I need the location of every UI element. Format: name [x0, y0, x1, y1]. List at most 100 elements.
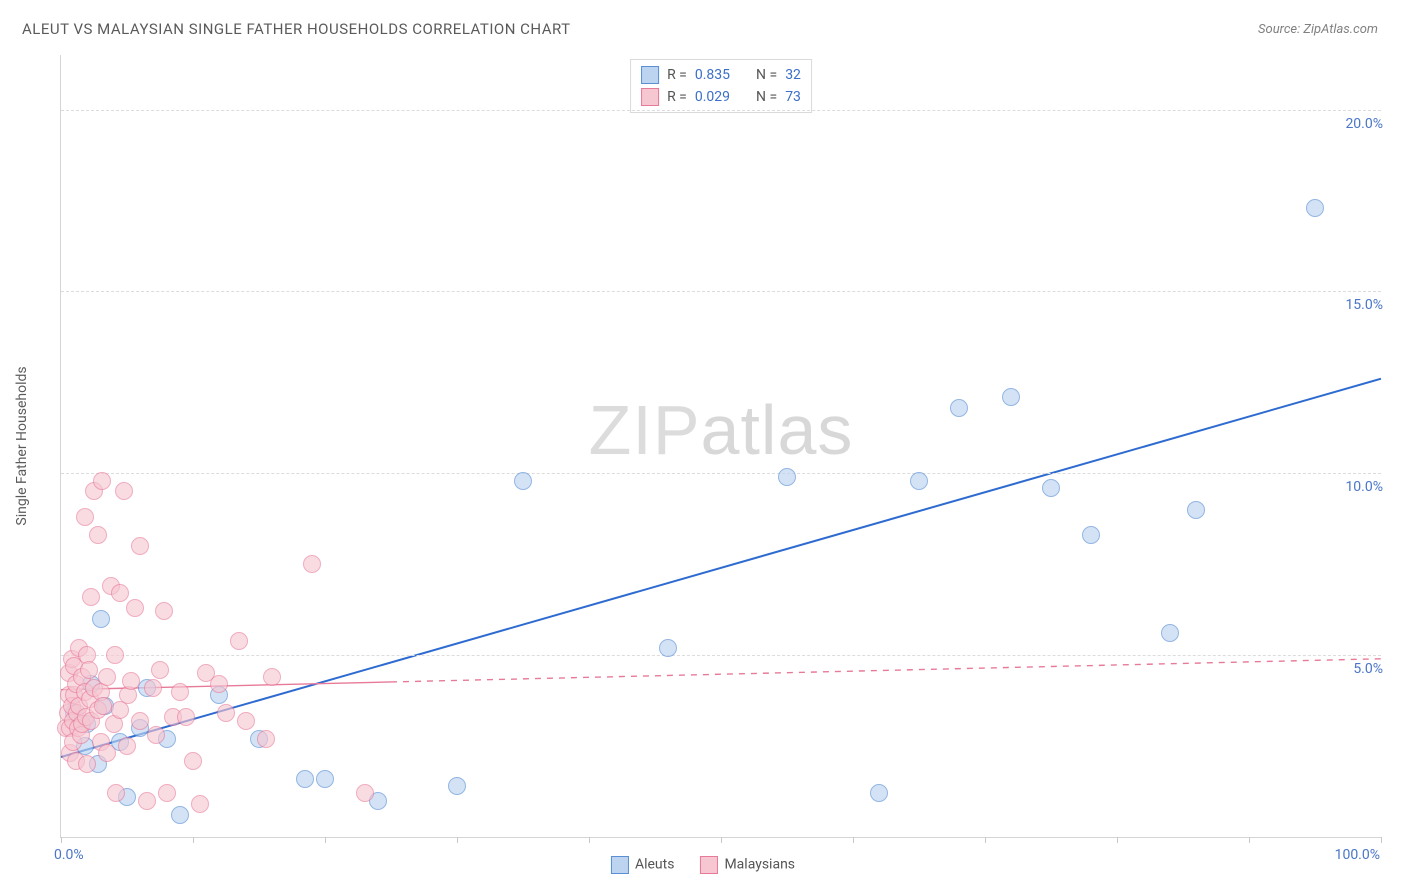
- malaysian-point: [177, 708, 195, 726]
- x-tick: [61, 837, 62, 843]
- legend: Aleuts Malaysians: [611, 856, 795, 874]
- x-tick: [589, 837, 590, 843]
- x-tick: [1381, 837, 1382, 843]
- x-tick: [193, 837, 194, 843]
- malaysian-point: [122, 672, 140, 690]
- gridline: [61, 110, 1381, 111]
- watermark: ZIPatlas: [589, 390, 854, 470]
- malaysian-point: [237, 712, 255, 730]
- malaysian-point: [257, 730, 275, 748]
- watermark-thin: atlas: [701, 391, 854, 469]
- malaysian-point: [118, 737, 136, 755]
- malaysian-point: [111, 584, 129, 602]
- y-tick-label: 15.0%: [1341, 297, 1383, 313]
- legend-swatch: [611, 856, 629, 874]
- stat-r-value: 0.835: [695, 67, 730, 83]
- correlation-stats-box: R = 0.835 N = 32 R = 0.029 N = 73: [630, 59, 812, 113]
- malaysian-point: [82, 588, 100, 606]
- malaysian-point: [93, 472, 111, 490]
- malaysian-point: [107, 784, 125, 802]
- plot-area: ZIPatlas R = 0.835 N = 32 R = 0.029 N = 73 5.0%…: [60, 55, 1381, 838]
- y-tick-label: 10.0%: [1341, 479, 1383, 495]
- aleut-point: [910, 472, 928, 490]
- aleut-point: [1042, 479, 1060, 497]
- aleut-point: [950, 399, 968, 417]
- stat-n-label: N =: [756, 89, 777, 105]
- malaysian-point: [155, 602, 173, 620]
- stat-n-label: N =: [756, 67, 777, 83]
- malaysian-point: [138, 792, 156, 810]
- aleut-point: [92, 610, 110, 628]
- malaysian-point: [94, 697, 112, 715]
- legend-swatch: [700, 856, 718, 874]
- regression-lines-layer: [61, 55, 1381, 837]
- aleut-point: [448, 777, 466, 795]
- y-axis-label: Single Father Households: [14, 366, 30, 525]
- malaysian-point: [263, 668, 281, 686]
- y-tick-label: 5.0%: [1349, 661, 1383, 677]
- malaysian-point: [303, 555, 321, 573]
- aleut-point: [1002, 388, 1020, 406]
- malaysian-point: [171, 683, 189, 701]
- stat-row: R = 0.835 N = 32: [639, 64, 803, 86]
- aleut-point: [171, 806, 189, 824]
- aleut-point: [296, 770, 314, 788]
- malaysian-point: [147, 726, 165, 744]
- chart-title: ALEUT VS MALAYSIAN SINGLE FATHER HOUSEHO…: [22, 20, 571, 38]
- malaysian-point: [356, 784, 374, 802]
- malaysian-point: [126, 599, 144, 617]
- aleut-point: [659, 639, 677, 657]
- stat-swatch: [641, 66, 659, 84]
- legend-item: Aleuts: [611, 856, 674, 874]
- malaysian-point: [151, 661, 169, 679]
- malaysian-point: [98, 744, 116, 762]
- stat-r-label: R =: [667, 89, 687, 105]
- x-tick: [721, 837, 722, 843]
- malaysian-point: [80, 661, 98, 679]
- aleut-point: [1306, 199, 1324, 217]
- malaysian-point: [106, 646, 124, 664]
- gridline: [61, 473, 1381, 474]
- malaysian-point: [98, 668, 116, 686]
- legend-item: Malaysians: [700, 856, 795, 874]
- aleut-point: [1161, 624, 1179, 642]
- malaysian-point: [89, 526, 107, 544]
- stat-row: R = 0.029 N = 73: [639, 86, 803, 108]
- aleut-point: [778, 468, 796, 486]
- malaysian-point: [158, 784, 176, 802]
- malaysian-point: [217, 704, 235, 722]
- aleut-point: [870, 784, 888, 802]
- x-tick: [1249, 837, 1250, 843]
- x-axis-min-label: 0.0%: [54, 847, 84, 863]
- stat-n-value: 73: [785, 89, 801, 105]
- source-attribution: Source: ZipAtlas.com: [1258, 22, 1378, 37]
- malaysian-point: [78, 755, 96, 773]
- malaysian-point: [144, 679, 162, 697]
- stat-r-label: R =: [667, 67, 687, 83]
- malaysian-point: [131, 537, 149, 555]
- aleut-point: [1187, 501, 1205, 519]
- stat-r-value: 0.029: [695, 89, 730, 105]
- malaysian-point: [76, 508, 94, 526]
- gridline: [61, 291, 1381, 292]
- legend-label: Aleuts: [635, 857, 674, 873]
- malaysian-point: [210, 675, 228, 693]
- malaysian-point: [230, 632, 248, 650]
- stat-n-value: 32: [785, 67, 801, 83]
- stat-swatch: [641, 88, 659, 106]
- malaysian-point: [131, 712, 149, 730]
- x-tick: [853, 837, 854, 843]
- malaysian-point: [115, 482, 133, 500]
- x-axis-max-label: 100.0%: [1335, 847, 1380, 863]
- y-tick-label: 20.0%: [1341, 116, 1383, 132]
- x-tick: [985, 837, 986, 843]
- malaysian-point: [184, 752, 202, 770]
- watermark-bold: ZIP: [589, 391, 701, 469]
- aleut-point: [1082, 526, 1100, 544]
- aleut-point: [316, 770, 334, 788]
- x-tick: [457, 837, 458, 843]
- gridline: [61, 655, 1381, 656]
- aleut-point: [514, 472, 532, 490]
- malaysian-point: [191, 795, 209, 813]
- x-tick: [1117, 837, 1118, 843]
